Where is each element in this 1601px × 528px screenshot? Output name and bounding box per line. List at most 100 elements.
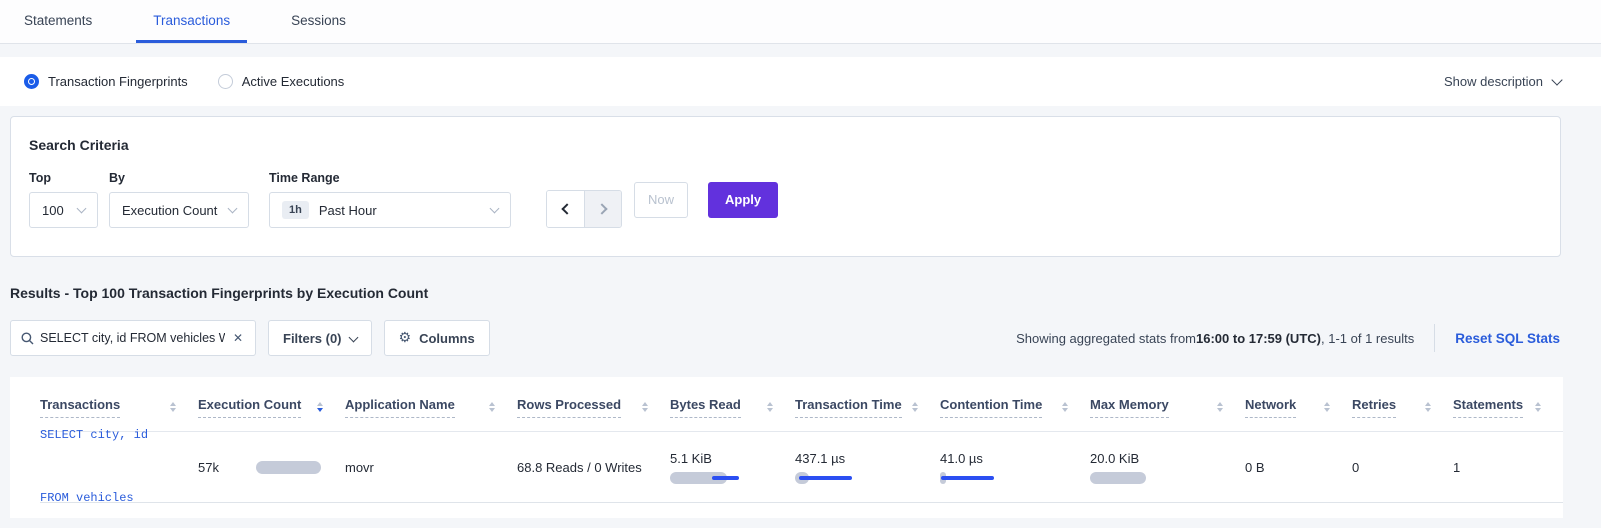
time-range-field: Time Range 1h Past Hour bbox=[269, 171, 535, 228]
application-name-cell: movr bbox=[345, 459, 374, 475]
radio-label: Active Executions bbox=[241, 74, 345, 89]
sort-arrows-icon[interactable] bbox=[1217, 402, 1223, 412]
columns-label: Columns bbox=[419, 330, 475, 346]
column-header-label: Transactions bbox=[40, 397, 121, 418]
column-header-label: Transaction Time bbox=[795, 397, 902, 418]
stats-time-range: 16:00 to 17:59 (UTC) bbox=[1196, 330, 1321, 346]
radio-label: Transaction Fingerprints bbox=[48, 74, 188, 89]
column-header-max-memory[interactable]: Max Memory bbox=[1090, 397, 1245, 418]
column-header-label: Statements bbox=[1453, 397, 1524, 418]
time-next-button[interactable] bbox=[584, 191, 621, 227]
sort-arrows-icon[interactable] bbox=[912, 402, 918, 412]
chevron-left-icon bbox=[561, 203, 573, 215]
sql-search-input[interactable] bbox=[40, 331, 225, 345]
column-header-application-name[interactable]: Application Name bbox=[345, 397, 517, 418]
bytes-read-value: 5.1 KiB bbox=[670, 450, 712, 466]
column-header-label: Rows Processed bbox=[517, 397, 622, 418]
max-memory-cell: 20.0 KiB bbox=[1090, 451, 1245, 484]
column-header-contention-time[interactable]: Contention Time bbox=[940, 397, 1090, 418]
sort-arrows-icon[interactable] bbox=[767, 402, 773, 412]
transaction-time-cell: 437.1 µs bbox=[795, 451, 940, 484]
column-header-execution-count[interactable]: Execution Count bbox=[198, 397, 345, 418]
transaction-time-value: 437.1 µs bbox=[795, 450, 846, 466]
column-header-rows-processed[interactable]: Rows Processed bbox=[517, 397, 670, 418]
top-select-value: 100 bbox=[42, 202, 64, 218]
radio-transaction-fingerprints[interactable]: Transaction Fingerprints bbox=[24, 74, 188, 89]
column-header-label: Network bbox=[1245, 397, 1297, 418]
tab-transactions[interactable]: Transactions bbox=[136, 0, 248, 43]
time-range-value: Past Hour bbox=[318, 202, 377, 218]
by-select-value: Execution Count bbox=[122, 202, 218, 218]
now-button[interactable]: Now bbox=[634, 181, 689, 218]
column-header-label: Application Name bbox=[345, 397, 455, 418]
sort-arrows-icon[interactable] bbox=[1535, 402, 1541, 412]
top-select[interactable]: 100 bbox=[29, 192, 98, 228]
contention-time-cell: 41.0 µs bbox=[940, 451, 1090, 484]
column-header-transactions[interactable]: Transactions bbox=[40, 397, 198, 418]
sort-arrows-icon[interactable] bbox=[1324, 402, 1330, 412]
sort-arrows-icon[interactable] bbox=[489, 402, 495, 412]
by-label: By bbox=[109, 171, 125, 185]
apply-button[interactable]: Apply bbox=[708, 181, 779, 218]
sort-arrows-icon[interactable] bbox=[170, 402, 176, 412]
rows-processed-cell: 68.8 Reads / 0 Writes bbox=[517, 459, 642, 475]
results-toolbar: ✕ Filters (0) ⚙ Columns Showing aggregat… bbox=[10, 320, 1560, 356]
sort-arrows-icon[interactable] bbox=[642, 402, 648, 412]
by-select[interactable]: Execution Count bbox=[109, 192, 249, 228]
time-range-badge: 1h bbox=[282, 201, 309, 219]
transactions-table: Transactions Execution Count Application N… bbox=[10, 377, 1563, 518]
show-description-toggle[interactable]: Show description bbox=[1444, 73, 1563, 89]
column-header-label: Bytes Read bbox=[670, 397, 741, 418]
time-prev-button[interactable] bbox=[547, 191, 584, 227]
chevron-down-icon bbox=[1551, 73, 1563, 86]
execution-count-bar bbox=[256, 460, 323, 474]
time-range-label: Time Range bbox=[269, 171, 340, 185]
search-criteria-panel: Search Criteria Top 100 By Execution Cou… bbox=[10, 116, 1561, 257]
search-icon bbox=[21, 332, 34, 344]
column-header-bytes-read[interactable]: Bytes Read bbox=[670, 397, 795, 418]
radio-active-executions[interactable]: Active Executions bbox=[217, 74, 345, 89]
table-row: SELECT city, id FROM vehicles 57k movr 6… bbox=[40, 428, 1563, 505]
column-header-retries[interactable]: Retries bbox=[1352, 397, 1453, 418]
filters-button[interactable]: Filters (0) bbox=[268, 320, 372, 356]
top-field: Top 100 bbox=[29, 171, 98, 228]
execution-count-value: 57k bbox=[198, 459, 219, 475]
chevron-right-icon bbox=[595, 203, 608, 215]
column-header-transaction-time[interactable]: Transaction Time bbox=[795, 397, 940, 418]
transaction-fingerprint-link[interactable]: SELECT city, id FROM vehicles bbox=[40, 428, 149, 505]
tab-statements[interactable]: Statements bbox=[24, 13, 93, 28]
transaction-cell: SELECT city, id FROM vehicles bbox=[40, 383, 198, 528]
page-tabs: Statements Transactions Sessions bbox=[0, 0, 1601, 44]
radio-unselected-icon bbox=[217, 74, 233, 89]
column-header-statements[interactable]: Statements bbox=[1453, 397, 1563, 418]
reset-sql-stats-link[interactable]: Reset SQL Stats bbox=[1455, 330, 1560, 346]
bytes-read-bar bbox=[670, 471, 773, 484]
chevron-down-icon bbox=[76, 203, 87, 213]
execution-count-cell: 57k bbox=[198, 460, 345, 475]
time-range-select[interactable]: 1h Past Hour bbox=[269, 192, 511, 228]
contention-time-bar bbox=[940, 471, 1068, 484]
column-header-label: Contention Time bbox=[940, 397, 1043, 418]
bytes-read-cell: 5.1 KiB bbox=[670, 451, 795, 484]
divider bbox=[1434, 324, 1436, 352]
max-memory-bar bbox=[1090, 471, 1223, 484]
clear-search-icon[interactable]: ✕ bbox=[232, 331, 243, 345]
sort-arrows-icon[interactable] bbox=[317, 402, 323, 412]
column-header-label: Max Memory bbox=[1090, 397, 1169, 418]
column-header-label: Retries bbox=[1352, 397, 1397, 418]
chevron-down-icon bbox=[348, 332, 358, 342]
view-toggle-row: Transaction Fingerprints Active Executio… bbox=[0, 57, 1601, 106]
sort-arrows-icon[interactable] bbox=[1425, 402, 1431, 412]
column-header-network[interactable]: Network bbox=[1245, 397, 1352, 418]
sort-arrows-icon[interactable] bbox=[1062, 402, 1068, 412]
search-criteria-title: Search Criteria bbox=[29, 137, 129, 153]
filters-label: Filters (0) bbox=[283, 330, 342, 346]
results-heading: Results - Top 100 Transaction Fingerprin… bbox=[10, 285, 429, 301]
by-field: By Execution Count bbox=[109, 171, 249, 228]
tab-sessions[interactable]: Sessions bbox=[291, 13, 346, 28]
columns-button[interactable]: ⚙ Columns bbox=[383, 320, 490, 356]
contention-time-value: 41.0 µs bbox=[940, 450, 983, 466]
show-description-label: Show description bbox=[1444, 74, 1543, 89]
retries-cell: 0 bbox=[1352, 459, 1360, 475]
top-label: Top bbox=[29, 171, 51, 185]
